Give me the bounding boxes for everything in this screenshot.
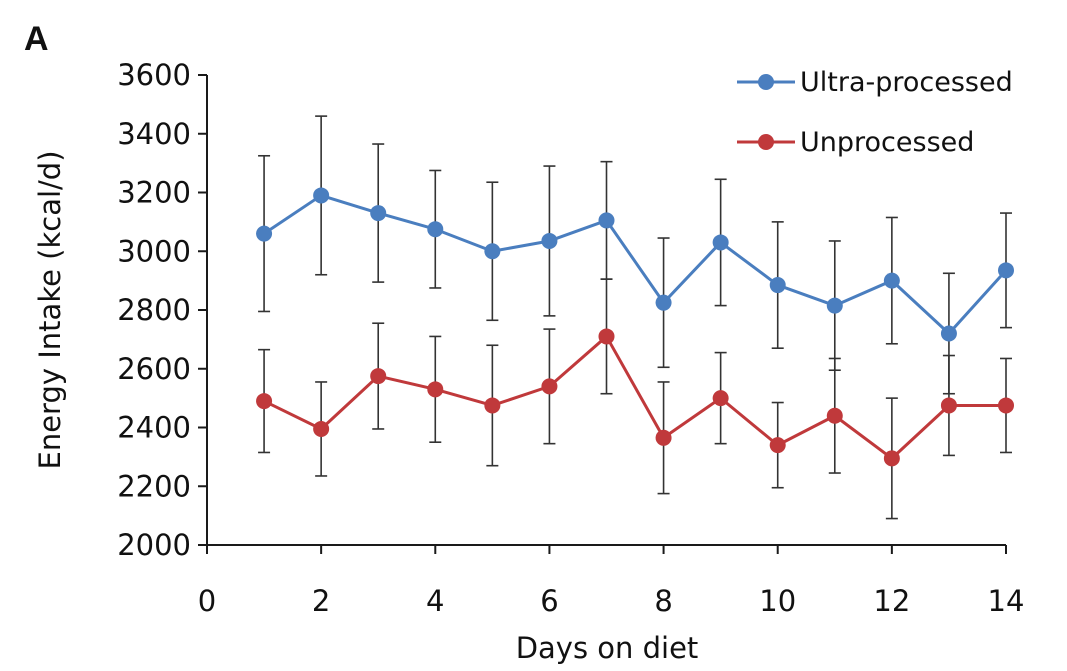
ultra-processed-data-point <box>769 277 786 294</box>
ultra-processed-data-point <box>655 294 672 311</box>
y-tick-label: 3200 <box>117 176 191 210</box>
ultra-processed-data-point <box>826 297 843 314</box>
ultra-processed-data-point <box>370 205 387 222</box>
unprocessed-data-point <box>826 407 843 424</box>
x-tick-label: 8 <box>654 584 672 618</box>
x-axis-title: Days on diet <box>516 631 699 665</box>
y-tick-label: 2400 <box>117 411 191 445</box>
ultra-processed-data-point <box>427 221 444 238</box>
series-lines <box>263 193 1008 460</box>
ultra-processed-data-point <box>484 243 501 260</box>
unprocessed-data-point <box>883 450 900 467</box>
unprocessed-data-point <box>712 390 729 407</box>
ultra-processed-data-point <box>541 232 558 249</box>
unprocessed-data-point <box>769 437 786 454</box>
legend-ultra-processed-label: Ultra-processed <box>800 67 1013 98</box>
unprocessed-data-point <box>313 420 330 437</box>
legend-unprocessed-marker <box>758 134 774 150</box>
x-tick-label: 2 <box>312 584 330 618</box>
unprocessed-data-point <box>541 378 558 395</box>
x-tick-label: 4 <box>426 584 444 618</box>
x-tick-label: 6 <box>540 584 558 618</box>
x-tick-label: 0 <box>198 584 216 618</box>
ultra-processed-data-point <box>712 234 729 251</box>
unprocessed-data-point <box>370 368 387 385</box>
y-axis-title: Energy Intake (kcal/d) <box>33 150 67 469</box>
x-tick-label: 14 <box>988 584 1025 618</box>
ultra-processed-data-point <box>940 325 957 342</box>
y-tick-label: 3600 <box>117 58 191 92</box>
unprocessed-data-point <box>940 397 957 414</box>
ultra-processed-data-point <box>598 212 615 229</box>
x-tick-label: 10 <box>759 584 796 618</box>
error-bars <box>258 115 1012 520</box>
y-tick-label: 2000 <box>117 528 191 562</box>
legend-ultra-processed-marker <box>758 74 774 90</box>
ultra-processed-data-point <box>256 225 273 242</box>
y-tick-label: 2200 <box>117 469 191 503</box>
ultra-processed-data-point <box>998 262 1014 279</box>
y-tick-label: 2800 <box>117 293 191 327</box>
unprocessed-data-point <box>998 397 1014 414</box>
legend-unprocessed-label: Unprocessed <box>800 127 974 158</box>
axes: 2000 2200 2400 2600 2800 3000 3200 3400 3600 0 2 4 6… <box>117 58 1024 618</box>
ultra-processed-data-point <box>313 187 330 204</box>
unprocessed-series-line <box>263 334 1006 460</box>
unprocessed-data-point <box>598 328 615 345</box>
panel-label: A <box>24 20 49 58</box>
y-tick-label: 2600 <box>117 352 191 386</box>
unprocessed-data-point <box>655 429 672 446</box>
legend: Ultra-processed Unprocessed <box>737 67 1013 158</box>
series-points <box>256 187 1014 467</box>
ultra-processed-series-line <box>263 193 1008 335</box>
y-tick-label: 3400 <box>117 117 191 151</box>
y-tick-label: 3000 <box>117 234 191 268</box>
unprocessed-data-point <box>427 381 444 398</box>
unprocessed-data-point <box>256 393 273 410</box>
x-tick-label: 12 <box>873 584 910 618</box>
unprocessed-data-point <box>484 397 501 414</box>
ultra-processed-data-point <box>883 272 900 289</box>
